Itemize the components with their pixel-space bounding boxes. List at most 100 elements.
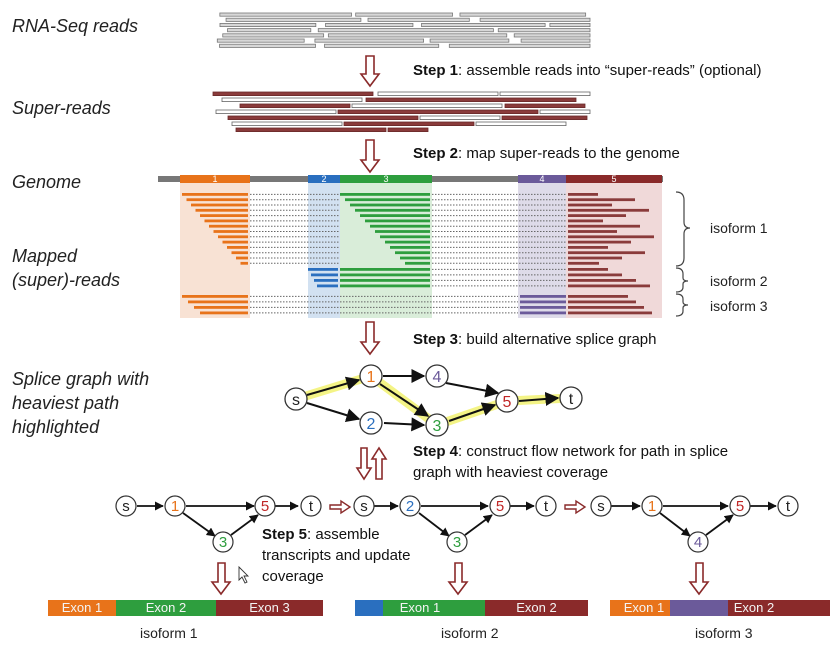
transcript-caption-1: isoform 1 bbox=[140, 625, 198, 641]
hollow-arrow-step3 bbox=[359, 321, 381, 356]
mapped-read-exon5 bbox=[568, 193, 598, 196]
hollow-arrow-step4-up bbox=[370, 446, 388, 480]
hollow-arrow-net3 bbox=[688, 562, 710, 596]
super-read bbox=[419, 115, 501, 120]
label-rnaseq-reads: RNA-Seq reads bbox=[12, 16, 139, 36]
super-read bbox=[504, 103, 586, 108]
net3-node-4-label: 4 bbox=[694, 534, 702, 551]
brace-isoform-2 bbox=[675, 267, 689, 293]
transcript-caption-3: isoform 3 bbox=[695, 625, 753, 641]
mapped-read-exon3 bbox=[360, 214, 430, 217]
mapped-read-exon5 bbox=[568, 240, 631, 244]
hollow-arrow-net1 bbox=[210, 562, 232, 596]
step-3-text: Step 3: build alternative splice graph bbox=[413, 330, 656, 350]
node-s-label: s bbox=[292, 392, 300, 409]
exon-2-column bbox=[308, 183, 340, 318]
super-read bbox=[221, 97, 363, 102]
super-read bbox=[475, 121, 567, 126]
mapped-read-exon5 bbox=[568, 300, 636, 304]
label-splice-line2: heaviest path bbox=[12, 393, 120, 413]
super-read bbox=[343, 121, 475, 126]
net1-node-3-label: 3 bbox=[219, 534, 227, 551]
transcript-2-exon-1: Exon 1 bbox=[355, 600, 485, 616]
mapped-read-exon3 bbox=[390, 246, 430, 249]
net1-node-s-label: s bbox=[122, 498, 130, 515]
label-super-reads: Super-reads bbox=[12, 98, 111, 118]
mapped-read-exon4 bbox=[520, 295, 566, 298]
step-4-title: Step 4 bbox=[413, 443, 459, 460]
mapped-read-exon1 bbox=[213, 230, 248, 233]
exon-number-5: 5 bbox=[611, 174, 616, 184]
step-5-desc-line2: transcripts and update bbox=[262, 547, 411, 564]
net3-node-5-label: 5 bbox=[736, 498, 744, 515]
label-splice-line3: highlighted bbox=[12, 417, 100, 437]
net2-node-s-label: s bbox=[360, 498, 368, 515]
net3-node-t-label: t bbox=[786, 498, 791, 515]
mapped-read-exon3 bbox=[405, 261, 430, 265]
node-2: 2 bbox=[359, 411, 383, 435]
super-read bbox=[227, 115, 419, 120]
mapped-read-exon5 bbox=[568, 311, 652, 315]
hollow-arrow-step1 bbox=[359, 55, 381, 88]
exon-3-column bbox=[340, 183, 432, 318]
hollow-arrow-net2 bbox=[447, 562, 469, 596]
genome-exon-5 bbox=[566, 175, 662, 183]
node-3: 3 bbox=[425, 413, 449, 437]
mapped-read-exon5 bbox=[568, 261, 599, 265]
super-read bbox=[231, 121, 343, 126]
mapped-read-exon5 bbox=[568, 198, 635, 202]
flow-network-2: s 2 3 5 t bbox=[353, 495, 557, 553]
mapped-read-exon5 bbox=[568, 295, 628, 298]
rnaseq-read bbox=[459, 12, 587, 17]
rnaseq-read bbox=[222, 33, 325, 38]
net2-node-t: t bbox=[535, 495, 557, 517]
net2-node-2-label: 2 bbox=[406, 498, 414, 515]
mapped-read-exon3 bbox=[395, 251, 430, 255]
mapped-read-exon1 bbox=[182, 193, 248, 196]
rnaseq-read bbox=[219, 12, 352, 17]
rnaseq-read bbox=[513, 33, 591, 38]
mapped-read-exon1 bbox=[240, 261, 248, 265]
mapped-read-exon1 bbox=[200, 214, 248, 217]
net1-node-3: 3 bbox=[212, 531, 234, 553]
super-read bbox=[377, 91, 499, 96]
mouse-cursor-icon bbox=[238, 565, 250, 584]
rnaseq-read bbox=[225, 17, 362, 22]
rnaseq-read bbox=[219, 22, 317, 27]
rnaseq-read bbox=[429, 38, 510, 43]
step-4-desc-line1: : construct flow network for path in spl… bbox=[458, 443, 729, 460]
super-read bbox=[499, 91, 591, 96]
rnaseq-read bbox=[448, 43, 591, 48]
transcript-1-exon-1: Exon 1 bbox=[48, 600, 116, 616]
step-5-desc-line1: : assemble bbox=[307, 526, 380, 543]
net3-node-1-label: 1 bbox=[648, 498, 656, 515]
rnaseq-read bbox=[314, 38, 424, 43]
flow-network-1: s 1 3 5 t bbox=[115, 495, 322, 553]
rnaseq-read bbox=[520, 38, 591, 43]
hollow-arrow-step4-down bbox=[355, 447, 373, 481]
step-4-text: Step 4: construct flow network for path … bbox=[413, 442, 728, 462]
super-read bbox=[387, 127, 429, 132]
net1-node-5: 5 bbox=[254, 495, 276, 517]
mapped-read-exon1 bbox=[186, 198, 248, 202]
mapped-read-exon1 bbox=[204, 219, 248, 223]
mapped-read-exon3 bbox=[340, 193, 430, 196]
mapped-read-exon5 bbox=[568, 256, 622, 260]
mapped-read-exon3 bbox=[350, 203, 430, 207]
rnaseq-read bbox=[219, 43, 316, 48]
exon-number-2: 2 bbox=[321, 174, 326, 184]
mapped-read-exon2 bbox=[311, 273, 338, 277]
mapped-read-exon5 bbox=[568, 203, 612, 207]
transcript-1-exon-2: Exon 2 bbox=[116, 600, 216, 616]
mapped-read-exon3 bbox=[365, 219, 430, 223]
super-read bbox=[501, 115, 588, 120]
splice-graph-edges bbox=[306, 369, 560, 432]
net3-node-s-label: s bbox=[597, 498, 605, 515]
transcript-3-exon-2: Exon 2 bbox=[678, 600, 830, 616]
net3-node-4: 4 bbox=[687, 531, 709, 553]
mapped-reads-group bbox=[182, 193, 654, 315]
net3-node-s: s bbox=[590, 495, 612, 517]
mapped-read-exon5 bbox=[568, 224, 640, 228]
step-5-desc-line3: coverage bbox=[262, 568, 324, 585]
mapped-read-exon3 bbox=[340, 284, 430, 288]
